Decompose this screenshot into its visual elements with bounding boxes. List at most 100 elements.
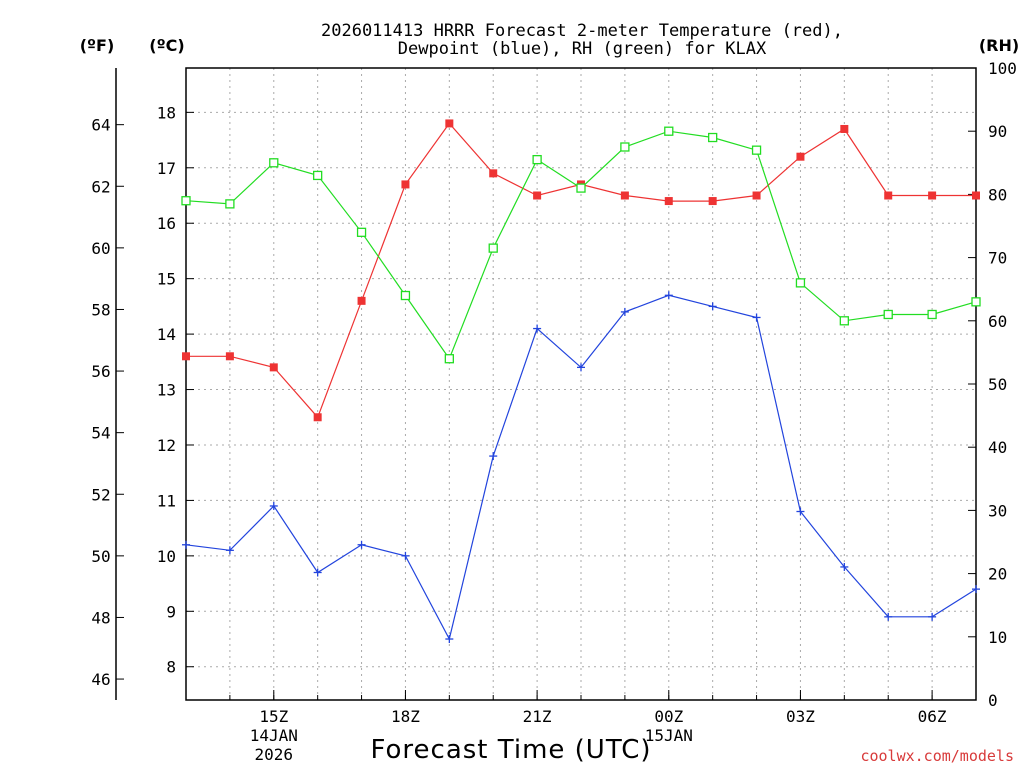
rh-unit-label: (RH): [979, 36, 1019, 55]
celsius-tick-label: 14: [157, 325, 176, 344]
dewpoint-point: [840, 562, 849, 571]
chart-title-line-1: 2026011413 HRRR Forecast 2-meter Tempera…: [321, 21, 843, 41]
rh-point: [664, 126, 674, 136]
x-tick-label: 06Z: [918, 707, 947, 726]
rh-tick-label: 10: [988, 628, 1007, 647]
celsius-tick-label: 13: [157, 381, 176, 400]
x-axis-label: Forecast Time (UTC): [370, 735, 651, 765]
temperature-point: [620, 191, 629, 200]
dewpoint-point: [313, 568, 322, 577]
rh-tick-label: 100: [988, 59, 1017, 78]
fahrenheit-tick-label: 50: [91, 547, 110, 566]
rh-point: [181, 196, 191, 206]
rh-point: [620, 142, 630, 152]
x-tick-label: 21Z: [523, 707, 552, 726]
temperature-point: [708, 197, 717, 206]
x-tick-label: 00Z: [654, 707, 683, 726]
temperature-point: [752, 191, 761, 200]
temperature-point: [972, 191, 980, 200]
temperature-point: [182, 352, 190, 361]
fahrenheit-unit-label: (ºF): [80, 36, 115, 55]
celsius-tick-label: 10: [157, 547, 176, 566]
temperature-point: [401, 180, 410, 189]
rh-point: [488, 243, 498, 253]
fahrenheit-tick-label: 56: [91, 362, 110, 381]
rh-tick-label: 20: [988, 565, 1007, 584]
x-tick-label: 15Z: [259, 707, 288, 726]
fahrenheit-tick-label: 60: [91, 239, 110, 258]
dewpoint-point: [182, 540, 190, 549]
rh-tick-label: 70: [988, 249, 1007, 268]
dewpoint-point: [752, 313, 761, 322]
temperature-point: [664, 197, 673, 206]
rh-point: [269, 158, 279, 168]
rh-point: [708, 132, 718, 143]
dewpoint-point: [884, 612, 893, 621]
rh-point: [883, 309, 893, 320]
temperature-point: [489, 169, 498, 178]
celsius-tick-label: 18: [157, 103, 176, 122]
celsius-unit-label: (ºC): [149, 36, 184, 55]
dewpoint-point: [401, 551, 410, 560]
x-date-label: 14JAN: [250, 726, 298, 745]
temperature-point: [884, 191, 893, 200]
temperature-point: [225, 352, 234, 361]
celsius-tick-label: 16: [157, 214, 176, 233]
fahrenheit-tick-label: 46: [91, 670, 110, 689]
dewpoint-point: [577, 363, 585, 372]
fahrenheit-tick-label: 54: [91, 424, 110, 443]
rh-point: [839, 316, 849, 326]
fahrenheit-tick-label: 52: [91, 485, 110, 504]
temperature-point: [928, 191, 937, 200]
celsius-tick-label: 12: [157, 436, 176, 455]
celsius-tick-label: 8: [166, 658, 176, 677]
rh-point: [927, 309, 937, 320]
dewpoint-point: [972, 585, 980, 594]
temperature-point: [796, 152, 805, 161]
credit-text: coolwx.com/models: [860, 747, 1014, 765]
rh-tick-label: 90: [988, 122, 1007, 141]
dewpoint-point: [533, 324, 542, 333]
dewpoint-point: [664, 291, 673, 300]
x-tick-label: 18Z: [391, 707, 420, 726]
temperature-point: [313, 413, 322, 422]
fahrenheit-tick-label: 62: [91, 177, 110, 196]
dewpoint-point: [445, 635, 454, 644]
temperature-point: [533, 191, 542, 200]
temperature-point: [840, 124, 849, 133]
rh-point: [971, 297, 981, 307]
rh-tick-label: 80: [988, 185, 1007, 204]
celsius-tick-label: 9: [166, 602, 176, 621]
rh-tick-label: 0: [988, 691, 998, 710]
fahrenheit-tick-label: 64: [91, 116, 110, 135]
rh-tick-label: 60: [988, 312, 1007, 331]
temperature-point: [269, 363, 278, 372]
dewpoint-point: [620, 307, 629, 316]
rh-point: [576, 183, 586, 193]
dewpoint-point: [225, 546, 234, 555]
rh-point: [532, 154, 542, 165]
rh-point: [400, 290, 411, 301]
fahrenheit-tick-label: 58: [91, 300, 110, 319]
rh-point: [225, 199, 235, 209]
x-date-label: 15JAN: [645, 726, 693, 745]
axis-ticks: 8 9 10 11 12 13 14 15 16 17 18 46 48 50 52 54 56 58 60 62 64…: [91, 59, 1017, 764]
dewpoint-point: [928, 612, 937, 621]
fahrenheit-tick-label: 48: [91, 608, 110, 627]
dewpoint-point: [796, 507, 805, 516]
x-tick-label: 03Z: [786, 707, 815, 726]
rh-tick-label: 30: [988, 501, 1007, 520]
dewpoint-point: [708, 302, 717, 311]
rh-tick-label: 40: [988, 438, 1007, 457]
dewpoint-point: [357, 540, 366, 549]
rh-point: [795, 278, 806, 288]
celsius-tick-label: 11: [157, 491, 176, 510]
dewpoint-point: [489, 452, 498, 461]
rh-point: [444, 354, 454, 364]
rh-point: [751, 145, 762, 155]
dewpoint-point: [269, 501, 278, 510]
temperature-point: [445, 119, 454, 128]
celsius-tick-label: 15: [157, 270, 176, 289]
